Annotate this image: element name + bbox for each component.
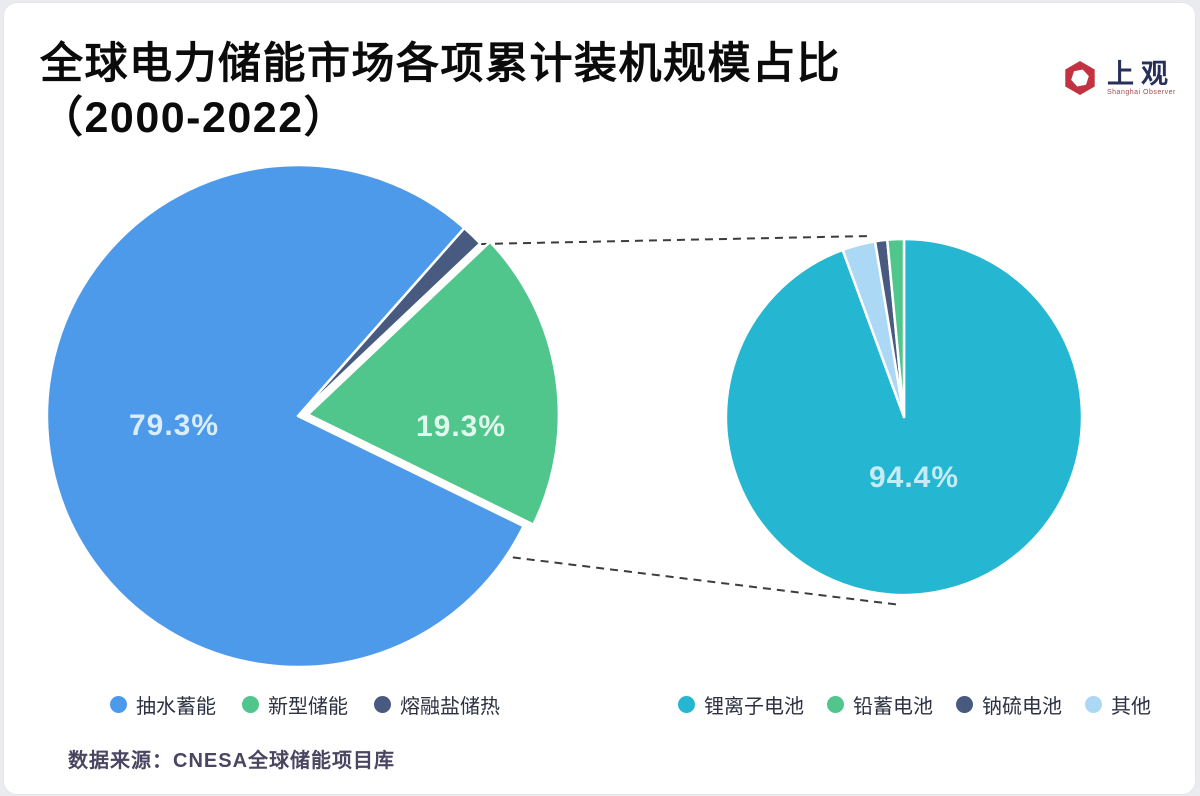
chart-canvas	[45, 163, 1084, 669]
legend-swatch-icon	[110, 695, 127, 713]
legend-breakdown: 锂离子电池 铅蓄电池 钠硫电池 其他	[678, 690, 1151, 719]
infographic-card: 全球电力储能市场各项累计装机规模占比 （2000-2022） 上观 Shangh…	[3, 2, 1196, 795]
legend-swatch-icon	[242, 695, 259, 713]
legend-swatch-icon	[1085, 695, 1102, 713]
legend-label: 新型储能	[268, 695, 348, 718]
logo-text: 上观 Shanghai Observer	[1107, 58, 1176, 96]
chart-title: 全球电力储能市场各项累计装机规模占比 （2000-2022）	[40, 37, 841, 145]
publisher-logo: 上观 Shanghai Observer	[1061, 59, 1176, 97]
legend-label: 熔融盐储热	[400, 695, 500, 718]
legend-swatch-icon	[678, 695, 695, 713]
pie-new-type-breakdown	[724, 237, 1084, 597]
legend-item-锂离子电池: 锂离子电池	[678, 690, 804, 719]
legend-item-新型储能: 新型储能	[242, 690, 348, 719]
logo-brand: 上观	[1107, 58, 1175, 89]
chart-title-line1: 全球电力储能市场各项累计装机规模占比	[40, 40, 841, 88]
pie-slice-新型储能	[306, 240, 561, 526]
pie-overall-market	[45, 163, 561, 669]
legend-overall-market: 抽水蓄能 新型储能 熔融盐储热	[110, 690, 500, 719]
legend-item-熔融盐储热: 熔融盐储热	[374, 690, 500, 719]
pie-slice-铅蓄电池	[885, 237, 906, 419]
logo-subtitle: Shanghai Observer	[1107, 88, 1176, 96]
legend-item-钠硫电池: 钠硫电池	[956, 690, 1062, 719]
legend-label: 钠硫电池	[982, 695, 1062, 718]
legend-swatch-icon	[374, 695, 391, 713]
legend-item-铅蓄电池: 铅蓄电池	[827, 690, 933, 719]
data-label-lithium-ion: 94.4%	[868, 461, 960, 494]
pie-slice-抽水蓄能	[45, 163, 525, 669]
data-source: 数据来源：CNESA全球储能项目库	[68, 750, 396, 772]
legend-label: 铅蓄电池	[853, 695, 933, 718]
legend-item-抽水蓄能: 抽水蓄能	[110, 690, 216, 719]
legend-label: 抽水蓄能	[136, 695, 216, 718]
legend-swatch-icon	[827, 695, 844, 713]
legend-item-其他: 其他	[1085, 690, 1151, 719]
chart-title-line2: （2000-2022）	[40, 94, 349, 142]
data-label-new-type: 19.3%	[415, 410, 507, 443]
callout-line-top	[480, 235, 871, 245]
data-label-pumped-hydro: 79.3%	[128, 409, 220, 442]
legend-swatch-icon	[956, 695, 973, 713]
aperture-hexagon-icon	[1065, 61, 1095, 95]
legend-label: 锂离子电池	[704, 695, 804, 718]
legend-label: 其他	[1111, 695, 1151, 718]
